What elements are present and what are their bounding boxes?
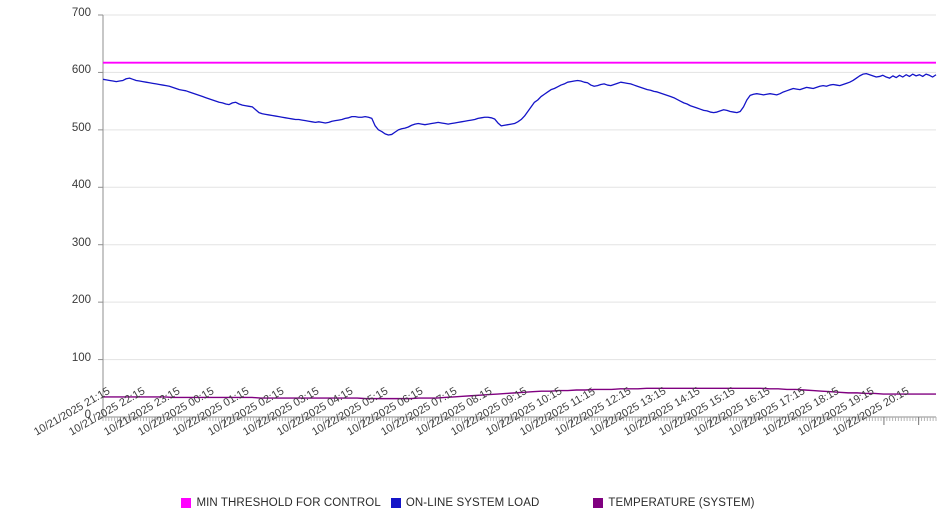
legend-label-temperature-system: TEMPERATURE (SYSTEM) — [608, 497, 755, 509]
gridlines — [103, 14, 936, 418]
legend-swatch-online-system-load — [390, 498, 401, 508]
axis-lines — [98, 14, 936, 418]
y-axis-tick-label: 0 — [84, 409, 91, 421]
chart-legend: MIN THRESHOLD FOR CONTROL ON-LINE SYSTEM… — [0, 497, 946, 509]
y-axis-tick-label: 400 — [71, 179, 91, 192]
legend-item-temperature-system[interactable]: TEMPERATURE (SYSTEM) — [593, 497, 754, 509]
y-axis-tick-label: 700 — [71, 7, 91, 19]
y-axis-tick-label: 600 — [71, 64, 91, 77]
y-axis-tick-label: 500 — [71, 121, 91, 134]
legend-swatch-temperature-system — [593, 498, 604, 508]
x-axis-major-ticks — [119, 417, 920, 425]
data-series-group — [102, 61, 937, 400]
legend-item-online-system-load[interactable]: ON-LINE SYSTEM LOAD — [390, 497, 540, 509]
legend-swatch-min-threshold — [181, 498, 192, 508]
x-axis-minor-ticks — [102, 417, 937, 421]
legend-item-min-threshold[interactable]: MIN THRESHOLD FOR CONTROL — [181, 497, 381, 509]
y-axis-tick-label: 200 — [71, 294, 91, 307]
legend-label-online-system-load: ON-LINE SYSTEM LOAD — [405, 497, 540, 509]
y-axis-tick-label: 100 — [71, 351, 91, 364]
legend-label-min-threshold: MIN THRESHOLD FOR CONTROL — [196, 497, 381, 509]
y-axis-tick-label: 300 — [71, 236, 91, 249]
